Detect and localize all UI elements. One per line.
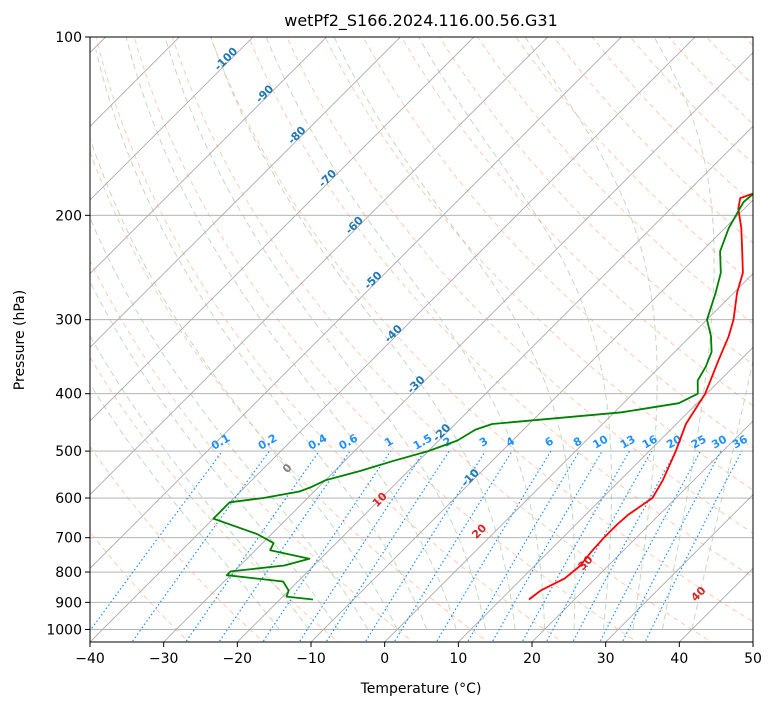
isotherm-line [531, 420, 753, 642]
pressure-gridlines [90, 37, 753, 630]
isotherm-line [90, 37, 549, 496]
isotherm-line [310, 199, 753, 642]
moist-adiabat-line [524, 37, 658, 630]
isotherm-line [90, 37, 696, 642]
mixing-ratio-line [131, 450, 270, 642]
moist-adiabat-line [95, 49, 428, 630]
isotherms [90, 37, 753, 642]
moist-adiabat-line [418, 37, 613, 630]
moist-adiabat-line [90, 382, 280, 630]
isotherm-line [90, 37, 254, 201]
moist-adiabats [90, 37, 753, 630]
isotherm-line [90, 37, 401, 348]
y-tick-label: 900 [55, 595, 82, 611]
mixing-ratio-line [262, 450, 392, 642]
moist-adiabat-line [90, 280, 339, 630]
dry-adiabat-line [90, 259, 414, 642]
dry-adiabat-line [286, 37, 753, 534]
mixing-ratio-lines [90, 450, 743, 642]
isotherm-line [163, 52, 753, 642]
moist-adiabat-line [265, 37, 546, 630]
isotherm-line [90, 37, 475, 422]
y-axis-label: Pressure (hPa) [12, 290, 28, 390]
moist-adiabat-line [90, 334, 310, 630]
x-tick-label: 20 [523, 651, 541, 667]
dry-adiabat-line [90, 356, 339, 642]
x-tick-label: −10 [296, 651, 326, 667]
chart-title: wetPf2_S166.2024.116.00.56.G31 [284, 11, 558, 31]
x-tick-label: 0 [380, 651, 389, 667]
y-tick-label: 100 [55, 30, 82, 46]
dry-adiabat-line [324, 37, 753, 491]
mixing-ratio-line [599, 450, 702, 642]
x-axis-label: Temperature (°C) [360, 681, 482, 697]
moist-adiabat-line [90, 216, 369, 630]
moist-adiabat-line [90, 136, 398, 630]
isotherm-line [457, 346, 753, 642]
dry-adiabat-line [209, 37, 753, 623]
dry-adiabat-line [95, 37, 564, 642]
isotherm-line [90, 37, 622, 569]
y-tick-label: 200 [55, 208, 82, 224]
y-tick-label: 700 [55, 531, 82, 547]
y-tick-label: 400 [55, 387, 82, 403]
isotherm-line [605, 494, 753, 642]
y-tick-label: 300 [55, 313, 82, 329]
moist-adiabat-line [164, 37, 487, 630]
moist-adiabat-line [653, 37, 715, 630]
y-axis-ticks: 100 200 300 400 500 600 700 800 900 1000 [46, 30, 90, 638]
mixing-ratio-line [185, 450, 320, 642]
isotherm-line [384, 273, 753, 642]
mixing-ratio-line [325, 450, 450, 642]
dewpoint-line [212, 192, 753, 601]
moist-adiabat-line [210, 37, 516, 630]
isotherm-line [236, 125, 753, 642]
x-tick-label: 30 [597, 651, 615, 667]
mixing-ratio-line [218, 450, 351, 642]
temperature-line [528, 192, 753, 601]
axes-frame [89, 36, 754, 643]
y-tick-label: 1000 [46, 622, 82, 638]
x-tick-label: 10 [449, 651, 467, 667]
mixing-ratio-line [393, 450, 513, 642]
y-tick-label: 800 [55, 565, 82, 581]
x-tick-label: −30 [149, 651, 179, 667]
moist-adiabat-line [691, 358, 753, 630]
x-axis-ticks: −40 −30 −20 −10 0 10 20 30 40 50 [75, 642, 762, 667]
mixing-ratio-line [621, 450, 722, 642]
mixing-ratio-line [298, 450, 425, 642]
x-tick-label: −20 [223, 651, 253, 667]
y-tick-label: 500 [55, 444, 82, 460]
x-tick-label: 50 [744, 651, 762, 667]
dry-adiabat-line [248, 37, 753, 578]
dry-adiabat-line [133, 37, 638, 642]
mixing-ratio-line [90, 450, 223, 632]
isotherm-line [90, 37, 328, 275]
y-tick-label: 600 [55, 491, 82, 507]
dry-adiabat-line [438, 37, 753, 366]
x-tick-label: −40 [75, 651, 105, 667]
moist-adiabat-line [125, 37, 457, 630]
sounding-series [212, 192, 753, 601]
mixing-ratio-line [466, 450, 580, 642]
x-tick-label: 40 [670, 651, 688, 667]
mixing-ratio-line [364, 450, 486, 642]
mixing-ratio-line [572, 450, 677, 642]
isotherm-line [90, 37, 180, 127]
